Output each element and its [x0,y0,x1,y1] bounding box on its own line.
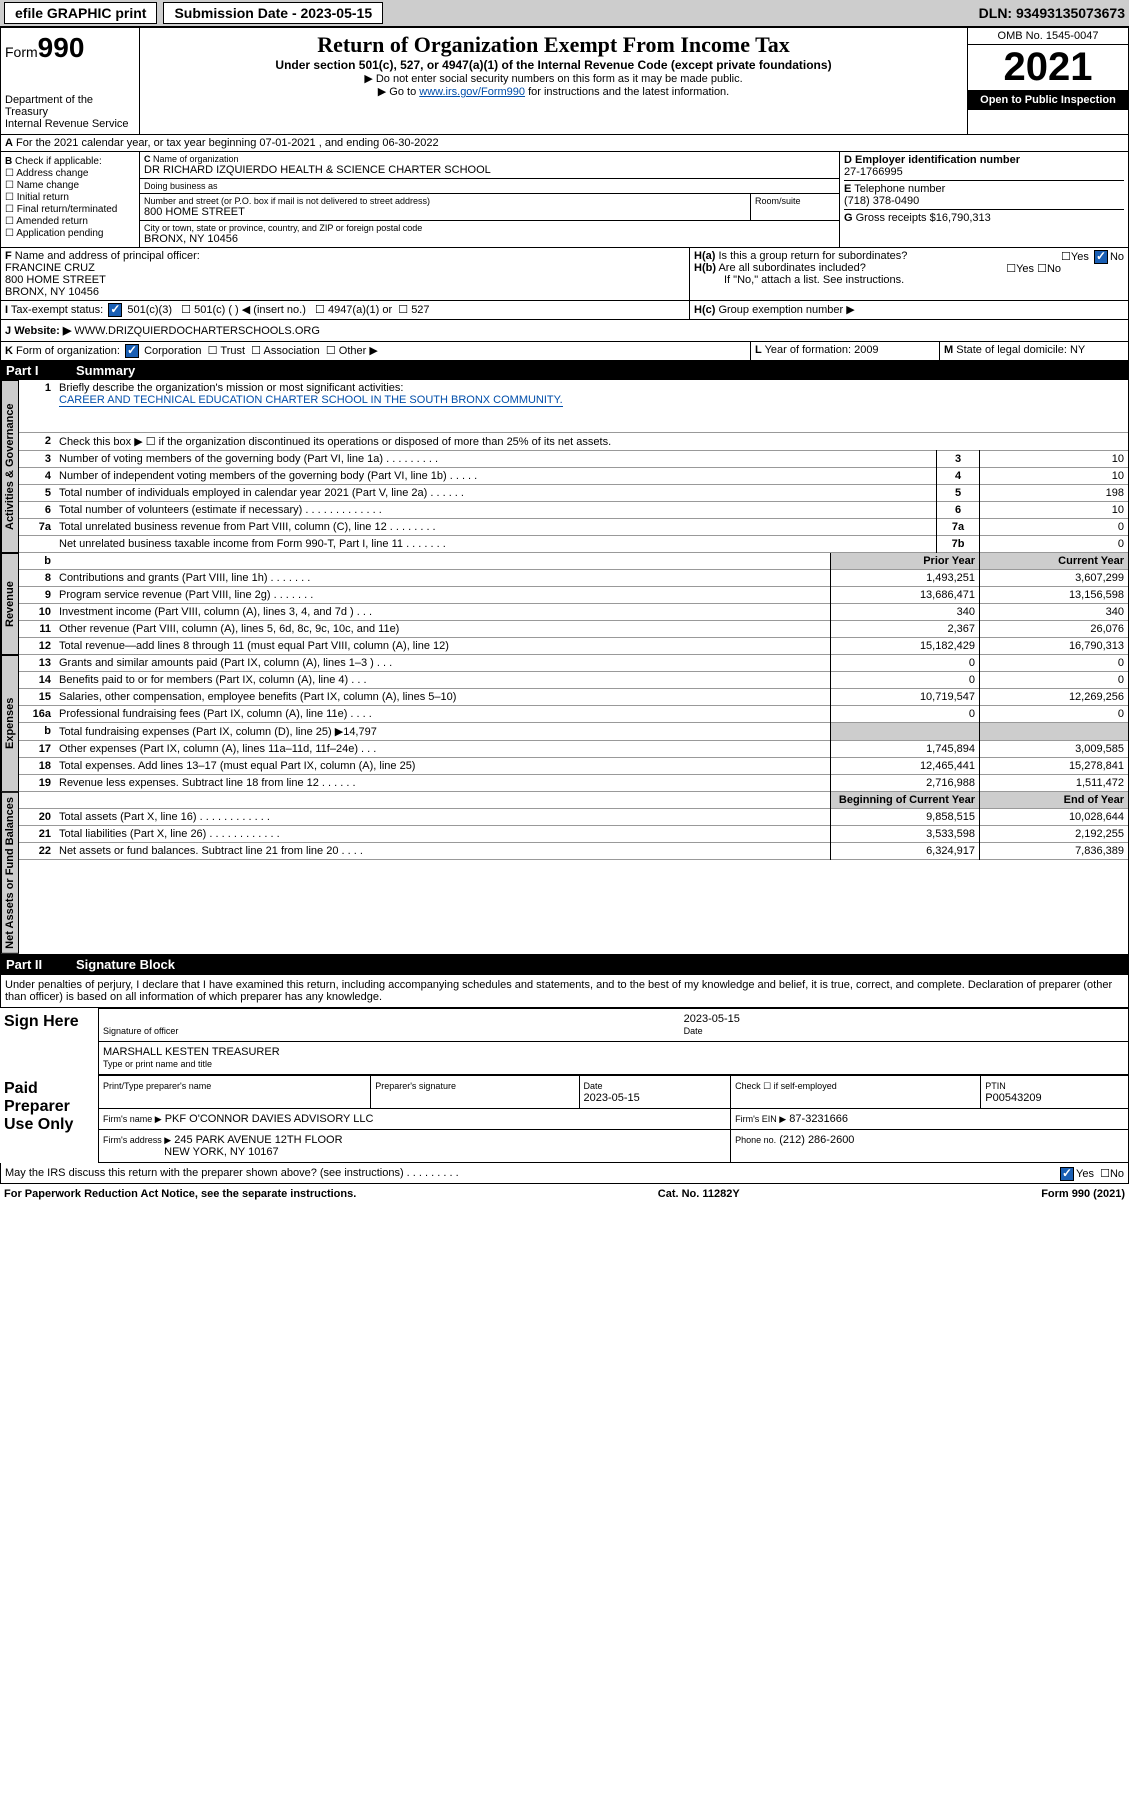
table-row: 19Revenue less expenses. Subtract line 1… [19,775,1128,792]
table-row: 22Net assets or fund balances. Subtract … [19,843,1128,860]
efile-print-button[interactable]: efile GRAPHIC print [4,2,157,24]
table-row: 17Other expenses (Part IX, column (A), l… [19,741,1128,758]
table-row: 12Total revenue—add lines 8 through 11 (… [19,638,1128,655]
net-assets-label: Net Assets or Fund Balances [1,792,19,954]
irs-label: Internal Revenue Service [5,118,135,130]
form-header: Form990 Department of the Treasury Inter… [0,27,1129,135]
expenses-label: Expenses [1,655,19,792]
table-row: 6Total number of volunteers (estimate if… [19,502,1128,519]
part-1-header: Part ISummary [0,361,1129,380]
open-inspection-label: Open to Public Inspection [968,90,1128,110]
table-row: bTotal fundraising expenses (Part IX, co… [19,723,1128,741]
table-row: 11Other revenue (Part VIII, column (A), … [19,621,1128,638]
activities-governance-label: Activities & Governance [1,380,19,553]
table-row: 20Total assets (Part X, line 16) . . . .… [19,809,1128,826]
ein: 27-1766995 [844,166,1124,178]
officer-name: FRANCINE CRUZ [5,262,95,274]
sign-here-table: Sign Here Signature of officer 2023-05-1… [0,1008,1129,1075]
submission-date-button[interactable]: Submission Date - 2023-05-15 [163,2,383,24]
irs-link[interactable]: www.irs.gov/Form990 [419,86,525,98]
table-row: 18Total expenses. Add lines 13–17 (must … [19,758,1128,775]
table-row: 4Number of independent voting members of… [19,468,1128,485]
form-subtitle-2: ▶ Do not enter social security numbers o… [144,72,963,85]
table-row: 9Program service revenue (Part VIII, lin… [19,587,1128,604]
discuss-yes-checkbox[interactable] [1060,1167,1074,1181]
mission-text: CAREER AND TECHNICAL EDUCATION CHARTER S… [59,394,563,407]
form-title: Return of Organization Exempt From Incom… [144,32,963,58]
table-row: 16aProfessional fundraising fees (Part I… [19,706,1128,723]
table-row: 8Contributions and grants (Part VIII, li… [19,570,1128,587]
city: BRONX, NY 10456 [144,233,835,245]
paid-preparer-table: Paid Preparer Use Only Print/Type prepar… [0,1075,1129,1163]
line-a: A For the 2021 calendar year, or tax yea… [0,135,1129,152]
phone: (718) 378-0490 [844,195,1124,207]
form-subtitle-3: ▶ Go to www.irs.gov/Form990 for instruct… [144,85,963,98]
page-footer: For Paperwork Reduction Act Notice, see … [0,1184,1129,1204]
ha-no-checkbox[interactable] [1094,250,1108,264]
section-f-h: F Name and address of principal officer:… [0,248,1129,301]
part-2-header: Part IISignature Block [0,955,1129,974]
officer-name-title: MARSHALL KESTEN TREASURER [103,1046,280,1058]
declaration-text: Under penalties of perjury, I declare th… [0,974,1129,1008]
tax-year: 2021 [968,45,1128,90]
dln-label: DLN: 93493135073673 [979,5,1125,21]
table-row: 3Number of voting members of the governi… [19,451,1128,468]
table-row: 10Investment income (Part VIII, column (… [19,604,1128,621]
org-name: DR RICHARD IZQUIERDO HEALTH & SCIENCE CH… [144,164,835,176]
gross-receipts: 16,790,313 [936,212,991,224]
revenue-label: Revenue [1,553,19,655]
table-row: 7aTotal unrelated business revenue from … [19,519,1128,536]
omb-label: OMB No. 1545-0047 [968,28,1128,45]
corp-checkbox[interactable] [125,344,139,358]
501c3-checkbox[interactable] [108,303,122,317]
firm-name: PKF O'CONNOR DAVIES ADVISORY LLC [165,1113,374,1125]
dept-label: Department of the Treasury [5,94,135,118]
form-number: Form990 [5,32,135,64]
section-b-c-d: B Check if applicable: ☐ Address change … [0,152,1129,248]
website-link[interactable]: WWW.DRIZQUIERDOCHARTERSCHOOLS.ORG [71,325,320,337]
table-row: 14Benefits paid to or for members (Part … [19,672,1128,689]
section-b: B Check if applicable: ☐ Address change … [1,152,140,247]
table-row: 13Grants and similar amounts paid (Part … [19,655,1128,672]
table-row: 21Total liabilities (Part X, line 26) . … [19,826,1128,843]
table-row: 5Total number of individuals employed in… [19,485,1128,502]
form-subtitle-1: Under section 501(c), 527, or 4947(a)(1)… [144,58,963,72]
table-row: Net unrelated business taxable income fr… [19,536,1128,553]
table-row: 15Salaries, other compensation, employee… [19,689,1128,706]
street: 800 HOME STREET [144,206,746,218]
top-bar: efile GRAPHIC print Submission Date - 20… [0,0,1129,27]
